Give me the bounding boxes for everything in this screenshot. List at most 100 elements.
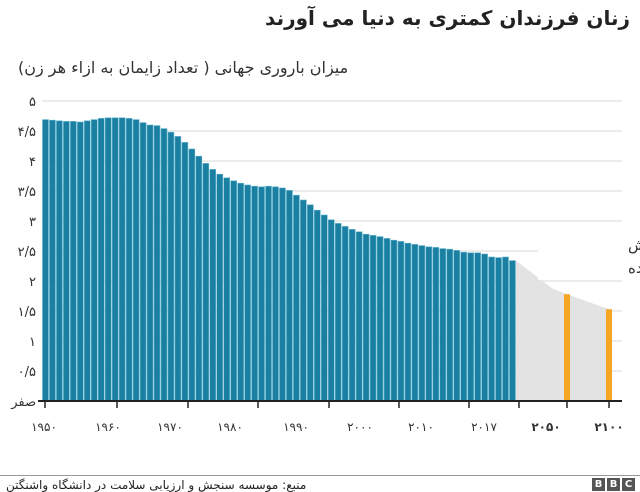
bar-1982 <box>265 185 272 402</box>
chart-title: زنان فرزندان کمتری به دنیا می آورند <box>265 6 630 30</box>
bar-2013 <box>481 253 488 402</box>
y-axis-ticks: صفر ۰/۵ ۱ ۱/۵ ۲ ۲/۵ ۳ ۳/۵ ۴ ۴/۵ ۵ <box>10 95 36 410</box>
bar-1992 <box>334 223 342 402</box>
x-tick-label: ۱۹۸۰ <box>217 420 243 434</box>
bar-1999 <box>383 238 391 402</box>
projection-area <box>515 260 612 401</box>
x-tick-label: ۲۰۵۰ <box>531 420 560 434</box>
projected-bars <box>564 294 612 401</box>
x-tick-label: ۲۰۰۰ <box>347 420 373 434</box>
bar-2000 <box>390 239 398 402</box>
bar-1985 <box>286 190 293 402</box>
bar-2014 <box>488 256 495 402</box>
annotation-line-2: بینی شده <box>628 259 640 277</box>
projected-bar-2100 <box>606 309 612 401</box>
y-tick-label: ۳ <box>29 215 36 230</box>
bar-1993 <box>341 226 349 402</box>
historical-bars <box>42 117 516 402</box>
bar-1951 <box>49 119 56 402</box>
bar-1957 <box>90 119 98 402</box>
bar-1987 <box>300 199 307 402</box>
y-tick-label: ۳/۵ <box>18 185 36 200</box>
bar-1953 <box>63 121 70 402</box>
bbc-logo-b1: B <box>592 478 605 491</box>
bar-1959 <box>104 117 112 402</box>
bar-1981 <box>258 186 265 402</box>
bar-1991 <box>327 219 335 402</box>
bbc-logo-c: C <box>622 478 635 491</box>
bar-2007 <box>439 248 447 402</box>
bar-2015 <box>495 257 502 402</box>
bar-1998 <box>376 236 384 402</box>
bar-1979 <box>244 184 251 402</box>
bar-2001 <box>397 241 405 402</box>
y-tick-label: ۱ <box>29 335 36 350</box>
annotation-bg <box>538 232 630 280</box>
bar-1997 <box>369 235 377 402</box>
bar-2008 <box>446 248 454 402</box>
bar-1969 <box>174 136 182 402</box>
bar-2017 <box>509 260 516 402</box>
bar-2012 <box>474 252 481 402</box>
x-tick-label: ۱۹۹۰ <box>283 420 309 434</box>
bar-1970 <box>181 142 189 402</box>
bar-1990 <box>320 214 328 402</box>
x-tick-label: ۲۱۰۰ <box>594 420 623 434</box>
bar-1960 <box>111 117 119 402</box>
y-tick-label: ۲/۵ <box>18 245 36 260</box>
bar-1972 <box>195 155 203 402</box>
bar-1980 <box>251 185 258 402</box>
bar-1964 <box>139 122 147 402</box>
bar-1958 <box>97 118 105 402</box>
bar-2010 <box>460 251 467 402</box>
bar-1968 <box>167 131 175 402</box>
bar-1971 <box>188 148 196 402</box>
bar-1963 <box>132 119 140 402</box>
bar-1975 <box>216 173 224 402</box>
source-text: منبع: موسسه سنجش و ارزیابی سلامت در دانش… <box>6 478 307 492</box>
bar-2002 <box>404 242 412 402</box>
projected-bar-2050 <box>564 294 570 401</box>
y-tick-label: ۵ <box>29 95 36 110</box>
bar-1977 <box>230 180 237 402</box>
y-tick-label: ۴ <box>29 155 36 170</box>
bbc-logo-b2: B <box>607 478 620 491</box>
y-tick-label: صفر <box>10 395 36 410</box>
bar-1967 <box>160 128 168 402</box>
x-axis-ticks: ۱۹۵۰ ۱۹۶۰ ۱۹۷۰ ۱۹۸۰ ۱۹۹۰ ۲۰۰۰ ۲۰۱۰ ۲۰۱۷ ۲۰۵۰ ۲۱۰۰ <box>31 401 624 434</box>
bar-1988 <box>307 204 314 402</box>
bar-1955 <box>77 121 84 402</box>
bar-1984 <box>279 187 286 402</box>
bar-1983 <box>272 186 279 402</box>
bar-1973 <box>202 163 210 402</box>
y-tick-label: ۰/۵ <box>18 365 36 380</box>
bbc-logo: B B C <box>592 478 635 491</box>
bar-1974 <box>209 169 217 402</box>
bar-1976 <box>223 177 230 402</box>
x-tick-label: ۲۰۱۰ <box>408 420 434 434</box>
bar-1956 <box>84 120 91 402</box>
bar-2009 <box>453 250 461 402</box>
bar-1962 <box>125 118 133 402</box>
bar-1978 <box>237 182 244 402</box>
y-tick-label: ۲ <box>29 275 36 290</box>
bar-1961 <box>118 117 126 402</box>
bar-2016 <box>502 256 509 402</box>
x-tick-label: ۲۰۱۷ <box>471 420 497 434</box>
y-tick-label: ۴/۵ <box>18 125 36 140</box>
bar-1966 <box>153 125 161 402</box>
x-tick-label: ۱۹۶۰ <box>95 420 121 434</box>
bar-2004 <box>418 245 426 402</box>
bar-1986 <box>293 194 300 402</box>
bar-2005 <box>425 246 433 402</box>
annotation-line-1: ارقام پیش <box>628 236 640 255</box>
x-tick-label: ۱۹۵۰ <box>31 420 57 434</box>
bar-1950 <box>42 119 49 402</box>
bar-2006 <box>432 247 440 402</box>
y-tick-label: ۱/۵ <box>18 305 36 320</box>
bar-1989 <box>314 209 321 402</box>
bar-1995 <box>355 231 363 402</box>
bar-1952 <box>56 120 63 402</box>
chart-subtitle: میزان باروری جهانی ( تعداد زایمان به ازا… <box>18 58 349 77</box>
